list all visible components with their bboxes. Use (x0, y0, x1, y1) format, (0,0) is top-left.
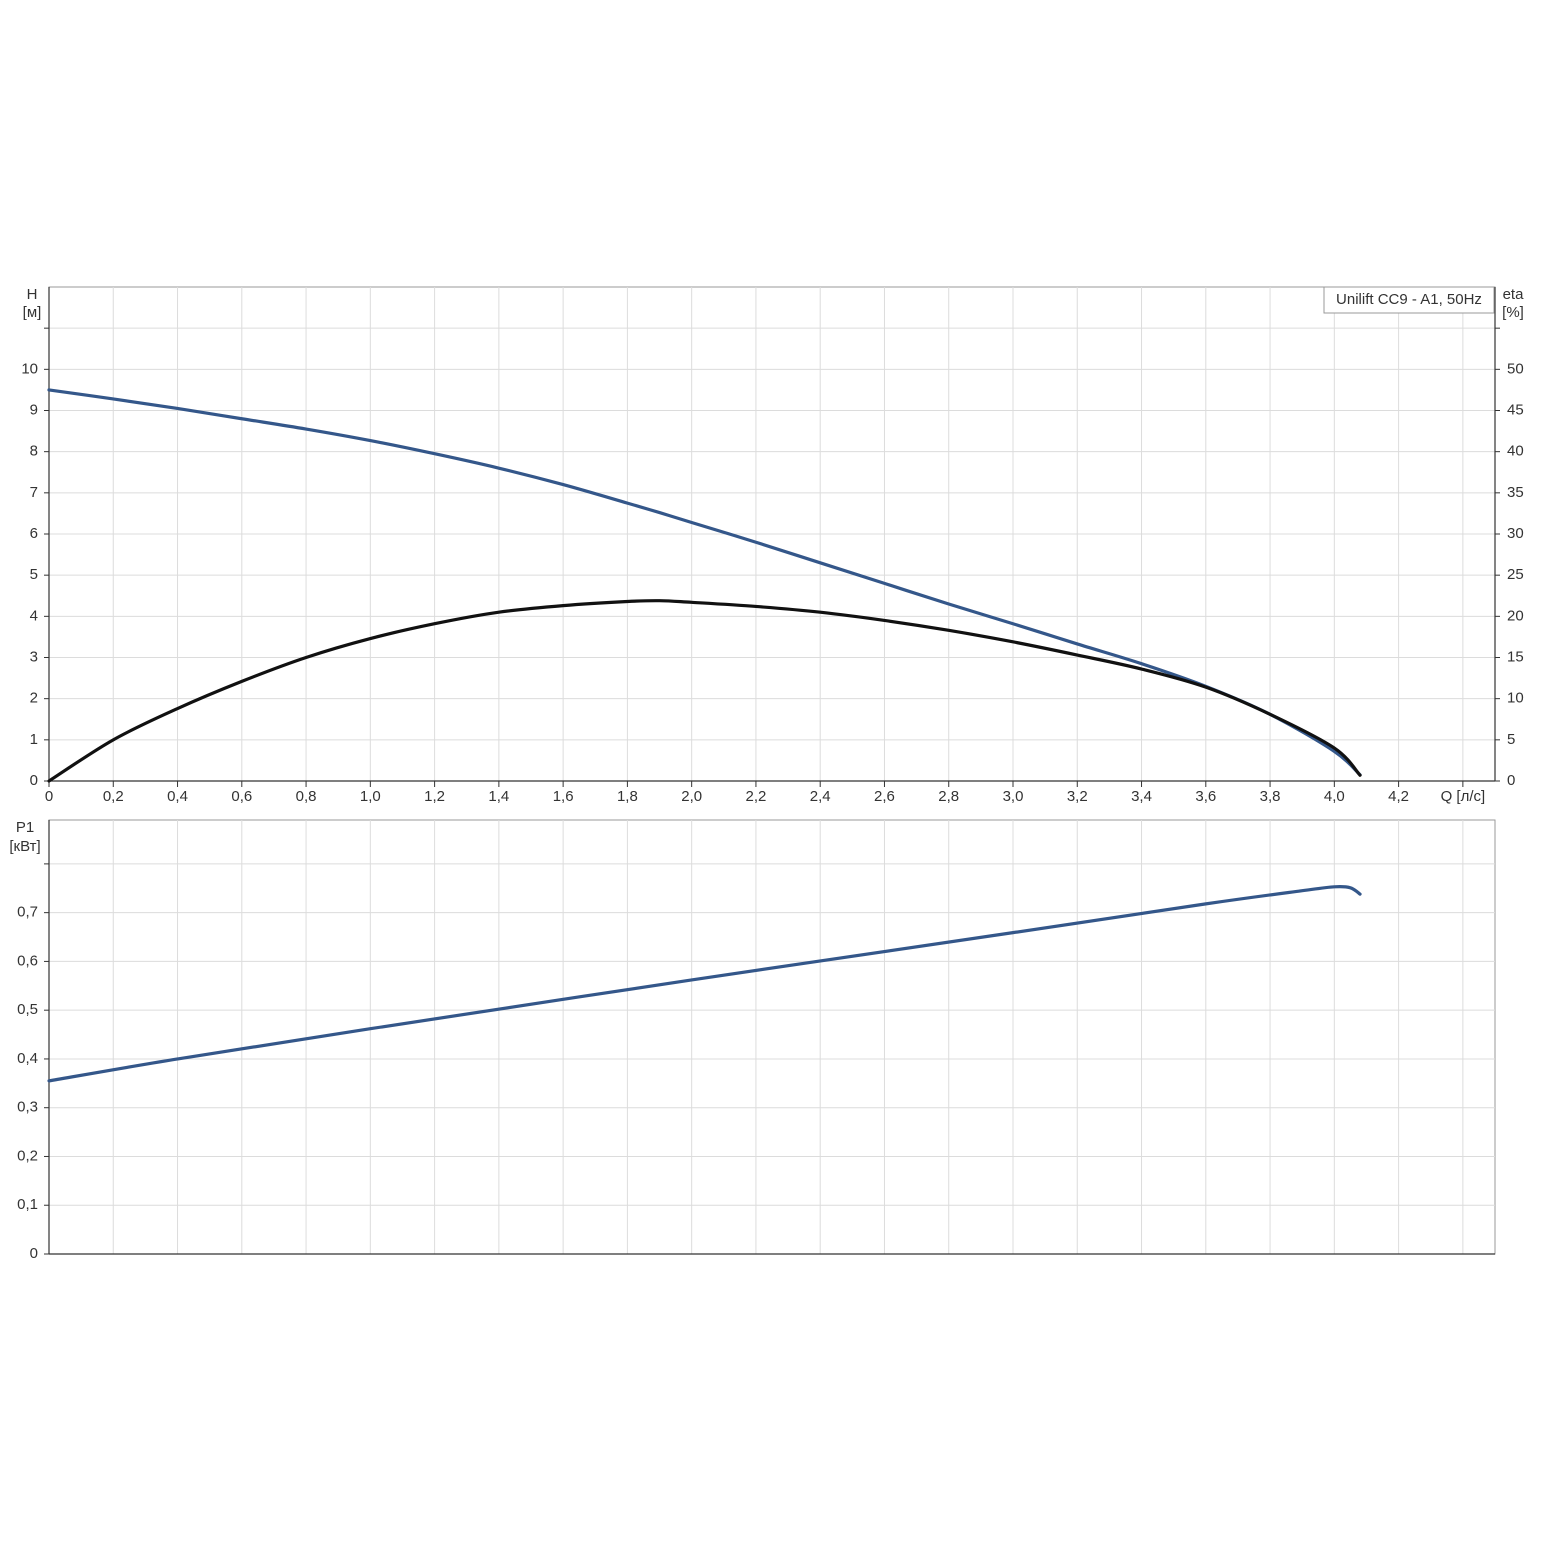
x-tick-label: 1,2 (424, 788, 445, 805)
x-tick-label: 0,4 (167, 788, 188, 805)
y2-axis-label: eta (1503, 286, 1525, 303)
y-tick-label: 0,7 (17, 904, 38, 921)
y2-tick-label: 50 (1507, 360, 1524, 377)
y-tick-label: 8 (30, 443, 38, 460)
annotation-box (1323, 286, 1495, 314)
y-tick-label: 0,6 (17, 952, 38, 969)
x-tick-label: 2,2 (746, 788, 767, 805)
y2-tick-label: 30 (1507, 525, 1524, 542)
y2-tick-label: 45 (1507, 401, 1524, 418)
y2-tick-label: 15 (1507, 648, 1524, 665)
y2-tick-label: 10 (1507, 690, 1524, 707)
y-tick-label: 0,3 (17, 1099, 38, 1116)
y-axis-label: P1 (16, 819, 34, 836)
y-tick-label: 0,4 (17, 1050, 38, 1067)
x-tick-label: 4,0 (1324, 788, 1345, 805)
y-tick-label: 7 (30, 484, 38, 501)
y-tick-label: 0 (30, 772, 38, 789)
y-tick-label: 1 (30, 731, 38, 748)
y-axis-label: H (27, 286, 38, 303)
y-tick-label: 0 (30, 1245, 38, 1262)
curve (47, 599, 1362, 783)
x-tick-label: 1,8 (617, 788, 638, 805)
annotation: Unilift CC9 - A1, 50Hz (1336, 291, 1482, 308)
x-tick-label: 2,4 (810, 788, 831, 805)
x-tick-label: 1,0 (360, 788, 381, 805)
curve (47, 884, 1362, 1083)
y-tick-label: 6 (30, 525, 38, 542)
x-tick-label: 0,6 (231, 788, 252, 805)
x-tick-label: 1,4 (488, 788, 509, 805)
x-tick-label: 0,8 (296, 788, 317, 805)
x-tick-label: 1,6 (553, 788, 574, 805)
y-tick-label: 0,5 (17, 1001, 38, 1018)
x-tick-label: 2,8 (938, 788, 959, 805)
y2-tick-label: 0 (1507, 772, 1515, 789)
y2-tick-label: 25 (1507, 566, 1524, 583)
x-tick-label: 2,6 (874, 788, 895, 805)
x-tick-label: 3,6 (1195, 788, 1216, 805)
y-tick-label: 10 (21, 360, 38, 377)
y-tick-label: 5 (30, 566, 38, 583)
x-axis-label: Q [л/с] (1441, 788, 1486, 805)
y-axis-unit: [м] (23, 304, 42, 321)
x-tick-label: 3,4 (1131, 788, 1152, 805)
y2-tick-label: 20 (1507, 607, 1524, 624)
x-tick-label: 0,2 (103, 788, 124, 805)
y2-tick-label: 40 (1507, 443, 1524, 460)
y-tick-label: 0,1 (17, 1196, 38, 1213)
curve (47, 388, 1362, 777)
x-tick-label: 3,8 (1260, 788, 1281, 805)
x-tick-label: 2,0 (681, 788, 702, 805)
y-tick-label: 4 (30, 607, 38, 624)
x-tick-label: 0 (45, 788, 53, 805)
x-tick-label: 4,2 (1388, 788, 1409, 805)
y2-axis-unit: [%] (1502, 304, 1524, 321)
y2-tick-label: 35 (1507, 484, 1524, 501)
y-tick-label: 3 (30, 648, 38, 665)
x-tick-label: 3,0 (1003, 788, 1024, 805)
y-tick-label: 2 (30, 690, 38, 707)
y2-tick-label: 5 (1507, 731, 1515, 748)
y-tick-label: 0,2 (17, 1147, 38, 1164)
y-axis-unit: [кВт] (9, 838, 40, 855)
x-tick-label: 3,2 (1067, 788, 1088, 805)
y-tick-label: 9 (30, 401, 38, 418)
